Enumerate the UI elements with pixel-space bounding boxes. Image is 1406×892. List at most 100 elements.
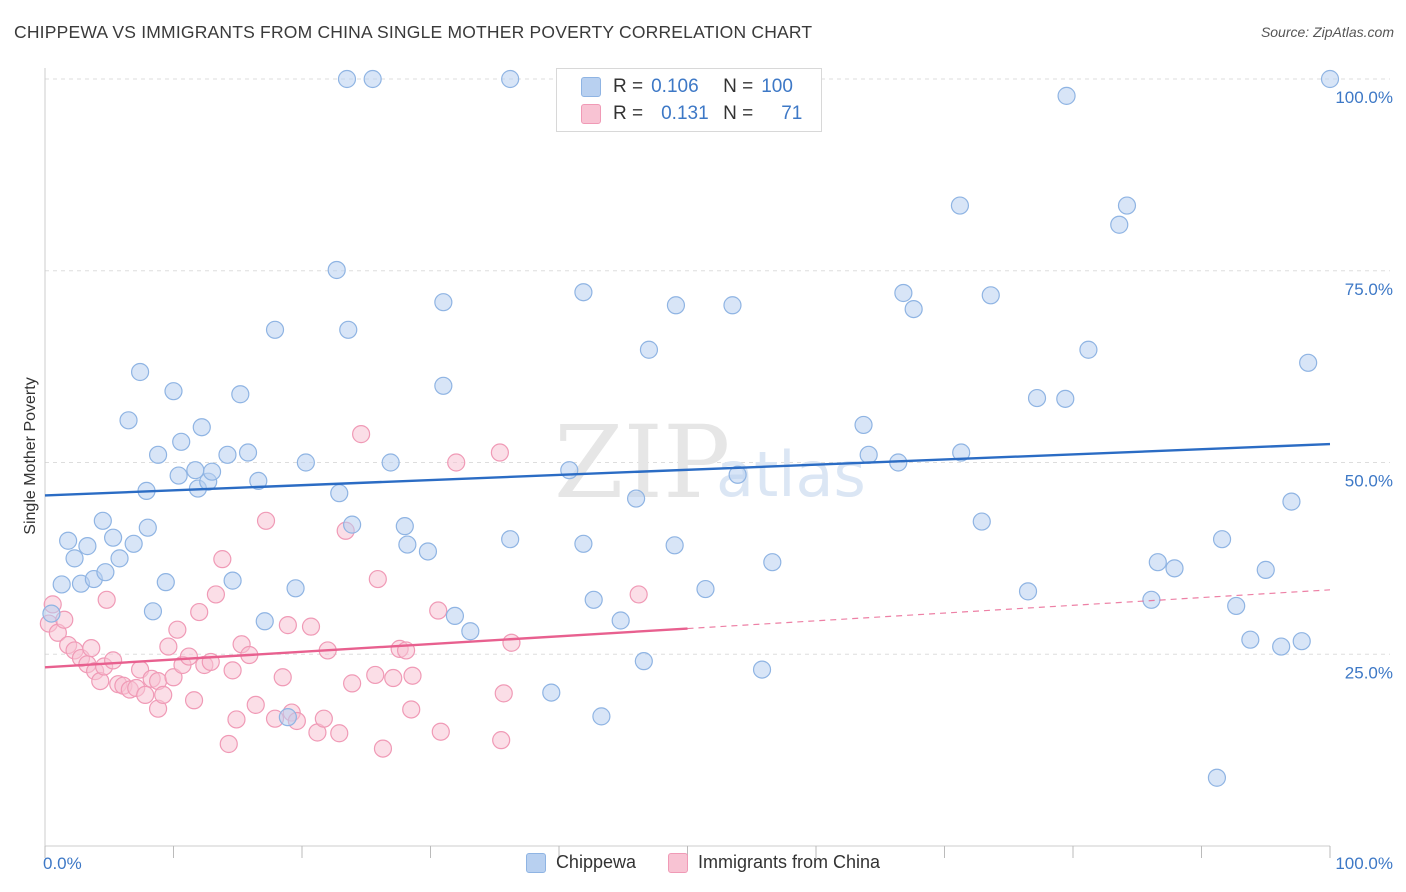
chippewa-point <box>950 196 970 215</box>
china-point <box>368 569 387 589</box>
chippewa-point <box>434 293 453 312</box>
china-point <box>447 453 466 472</box>
tick-labels: 25.0% 50.0% 75.0% 100.0% 0.0% 100.0% <box>43 88 1393 873</box>
chippewa-point <box>363 69 382 89</box>
chippewa-point <box>1256 560 1275 579</box>
china-point <box>136 685 155 705</box>
chippewa-point <box>1142 590 1161 609</box>
china-point <box>159 637 178 656</box>
chippewa-point <box>238 443 258 462</box>
chippewa-point <box>286 579 305 598</box>
chippewa-point <box>1057 86 1076 105</box>
chippewa-point <box>330 484 349 503</box>
chippewa-point <box>728 465 747 484</box>
china-point <box>502 633 521 652</box>
china-point <box>402 700 421 719</box>
legend-swatch-blue <box>525 852 546 873</box>
chippewa-point <box>231 385 250 404</box>
chippewa-point <box>445 606 465 626</box>
chippewa-point <box>542 683 561 702</box>
trend-line-china <box>44 627 688 669</box>
legend-label-china: Immigrants from China <box>698 852 881 872</box>
trend-line-chippewa <box>44 442 1331 497</box>
legend-swatch-blue <box>581 77 601 97</box>
chippewa-point <box>169 466 188 485</box>
chippewa-point <box>1299 353 1318 372</box>
x-tick-label: 0.0% <box>43 854 82 873</box>
china-point <box>278 616 297 635</box>
chippewa-point <box>1018 582 1038 601</box>
chippewa-point <box>1282 492 1301 511</box>
china-point <box>314 709 333 728</box>
chippewa-point <box>1272 637 1291 656</box>
chippewa-point <box>1292 632 1311 651</box>
china-point <box>82 639 101 658</box>
legend-row-chippewa: R = 0.106 N = 100 <box>581 75 793 99</box>
china-point <box>301 617 321 636</box>
chippewa-point <box>278 708 297 727</box>
legend-r-label: R = <box>613 103 644 124</box>
chippewa-point <box>218 445 237 464</box>
china-point <box>104 651 123 670</box>
china-point <box>429 601 448 620</box>
china-point <box>154 685 173 705</box>
china-point <box>179 647 199 666</box>
china-point <box>384 668 403 688</box>
legend-r-value: 0.131 <box>661 103 709 124</box>
correlation-legend: R = 0.106 N = 100 R = 0.131 N = 71 <box>556 68 822 132</box>
chippewa-point <box>192 418 211 437</box>
chippewa-point <box>1148 553 1167 572</box>
axes <box>44 68 1331 858</box>
legend-row-china: R = 0.131 N = 71 <box>581 102 802 126</box>
chippewa-point <box>894 283 913 303</box>
chippewa-point <box>434 376 453 395</box>
chippewa-point <box>296 453 315 472</box>
legend-n-value: 71 <box>781 103 803 124</box>
chippewa-point <box>119 411 138 430</box>
chippewa-point <box>574 283 593 302</box>
chippewa-point <box>1320 69 1340 89</box>
chippewa-point <box>42 604 61 623</box>
legend-swatch-pink <box>581 104 601 124</box>
chart-title: CHIPPEWA VS IMMIGRANTS FROM CHINA SINGLE… <box>14 22 813 42</box>
chippewa-point <box>110 549 129 568</box>
chippewa-point <box>381 453 400 472</box>
chippewa-point <box>104 528 123 547</box>
china-point <box>206 585 226 604</box>
chippewa-point <box>59 531 78 550</box>
chippewa-point <box>1212 530 1232 549</box>
chippewa-point <box>1079 340 1098 359</box>
y-tick-label: 25.0% <box>1345 663 1393 682</box>
chippewa-point <box>223 571 242 590</box>
china-point <box>343 674 362 693</box>
chippewa-point <box>584 590 603 609</box>
china-point <box>330 724 349 743</box>
chippewa-point <box>327 260 346 280</box>
legend-item-china: Immigrants from China <box>668 852 880 873</box>
chippewa-point <box>611 611 630 630</box>
chippewa-point <box>130 362 150 382</box>
y-tick-label: 100.0% <box>1335 88 1393 107</box>
china-point <box>373 739 393 758</box>
chippewa-point <box>148 445 168 464</box>
china-point <box>352 425 371 444</box>
chippewa-point <box>1117 196 1137 215</box>
chart-source: Source: ZipAtlas.com <box>1260 24 1394 40</box>
chippewa-point <box>752 660 772 679</box>
legend-n-label: N = <box>723 103 754 124</box>
china-point <box>164 668 183 687</box>
china-point <box>190 602 209 622</box>
chippewa-point <box>952 443 971 462</box>
legend-r-label: R = <box>613 76 644 97</box>
china-point <box>273 668 292 687</box>
chippewa-point <box>65 549 84 568</box>
china-point <box>494 684 513 703</box>
china-point <box>97 590 116 609</box>
china-point <box>492 731 511 750</box>
china-point <box>256 511 276 530</box>
chippewa-point <box>501 530 520 549</box>
chippewa-point <box>255 612 274 631</box>
chippewa-point <box>93 511 112 530</box>
grid-lines <box>45 78 1390 655</box>
chippewa-point <box>972 512 991 531</box>
